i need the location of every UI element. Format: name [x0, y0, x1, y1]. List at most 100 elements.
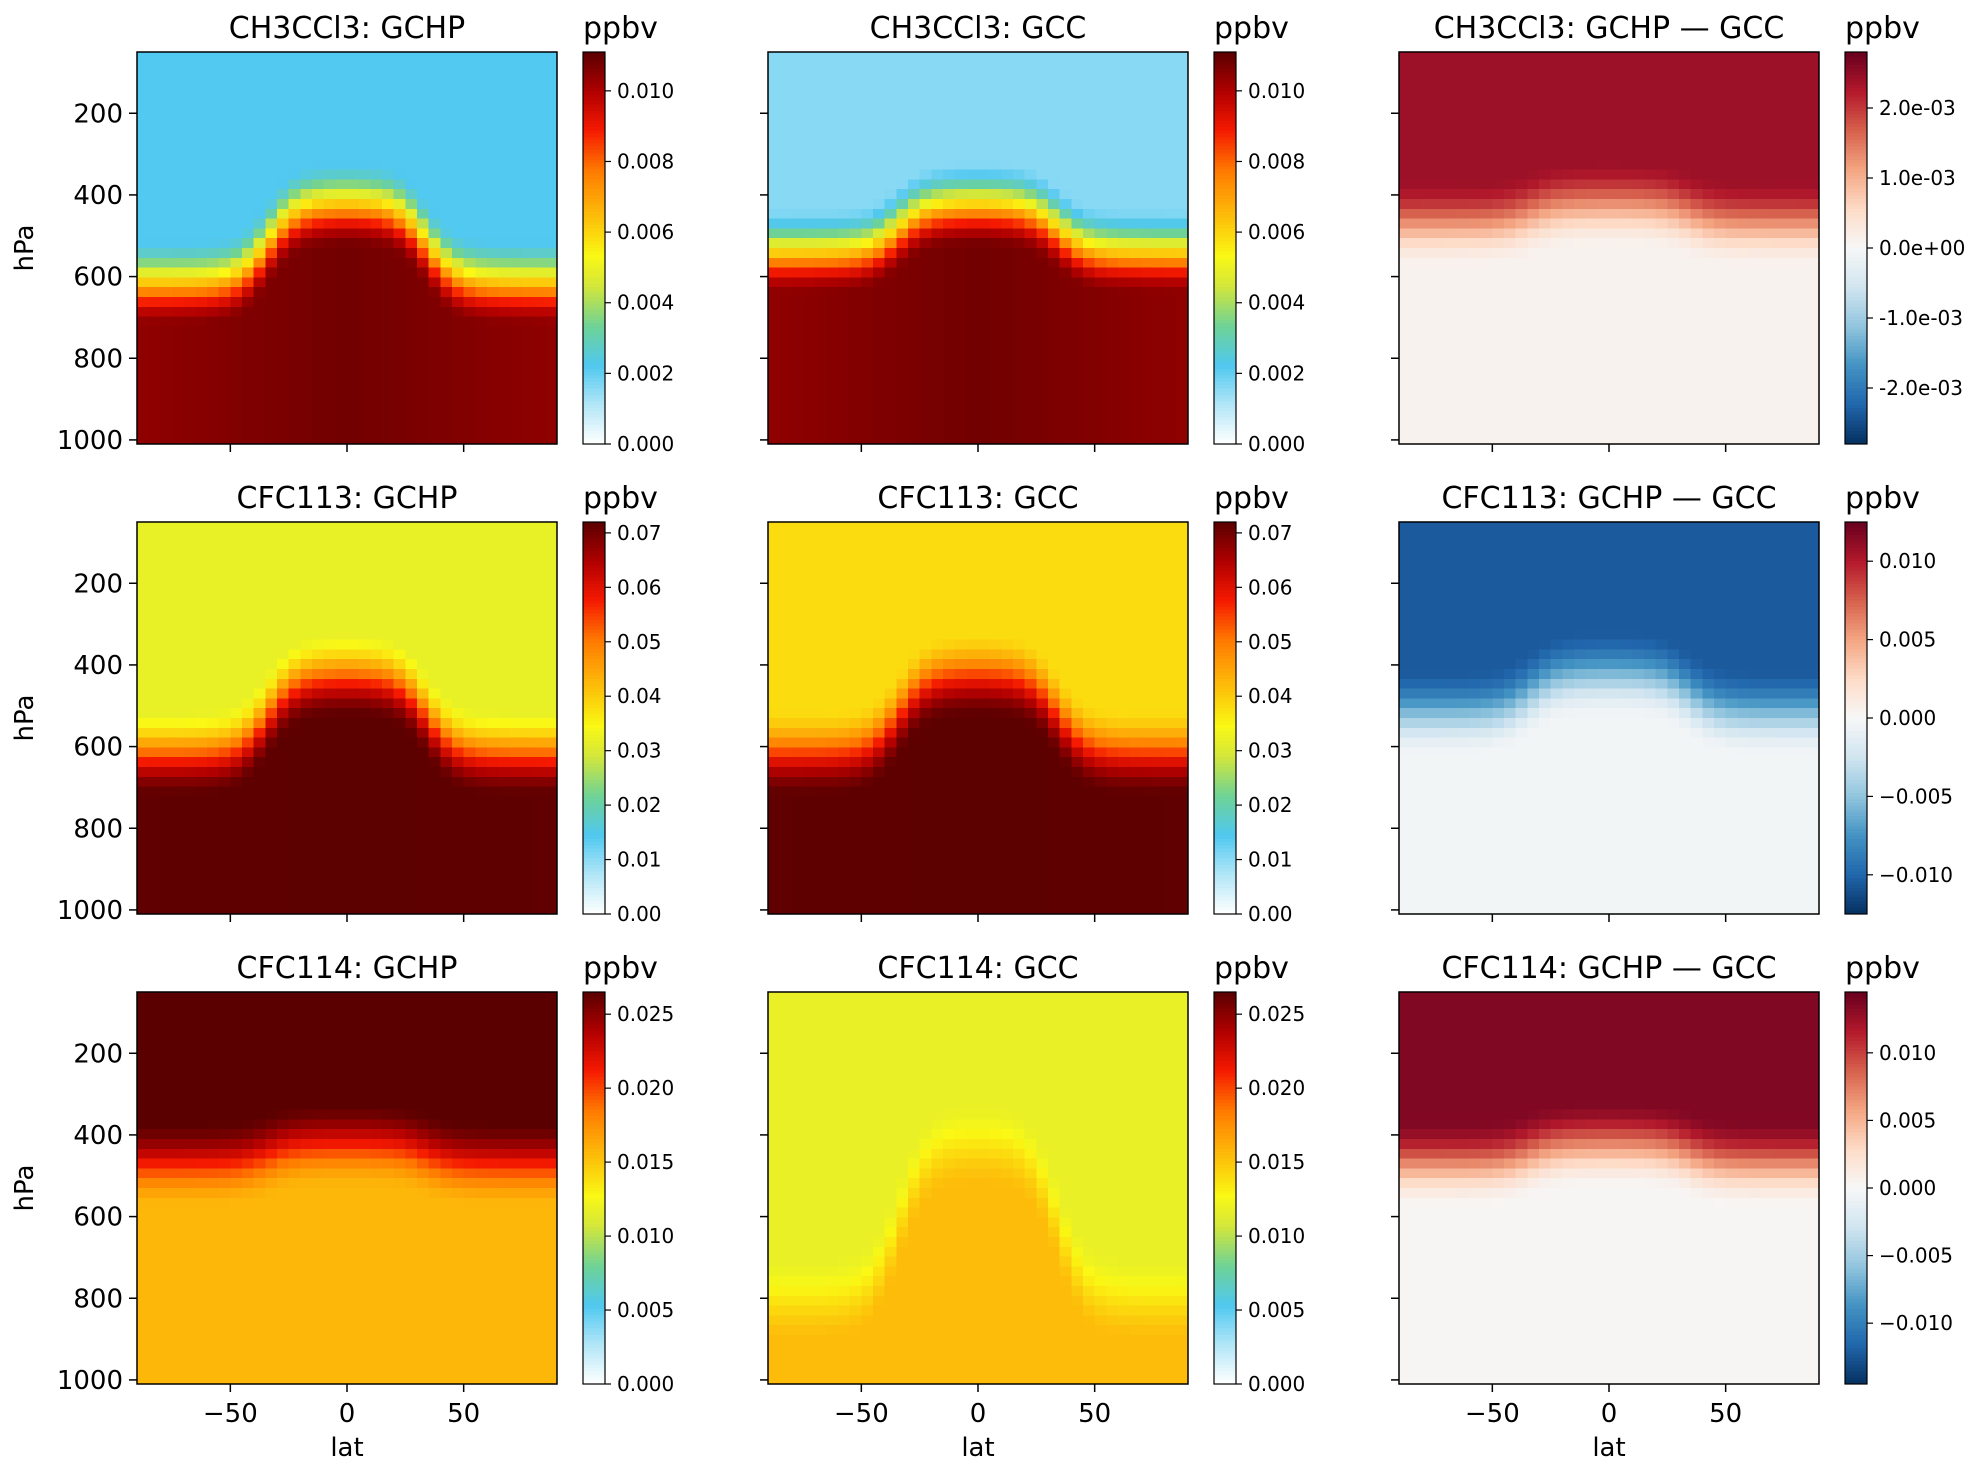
heatmap-cell: [207, 159, 220, 171]
heatmap-cell: [1772, 434, 1785, 445]
heatmap-cell: [1001, 199, 1014, 210]
heatmap-cell: [358, 120, 371, 131]
heatmap-cell: [1749, 346, 1762, 357]
heatmap-cell: [137, 336, 150, 347]
heatmap-cell: [265, 189, 278, 200]
heatmap-cell: [1795, 336, 1808, 347]
heatmap-cell: [207, 120, 220, 131]
heatmap-cell: [1059, 61, 1072, 73]
heatmap-cell: [347, 238, 360, 249]
heatmap-cell: [779, 120, 792, 131]
heatmap-cell: [954, 120, 967, 131]
heatmap-cell: [873, 218, 886, 229]
heatmap-cell: [312, 248, 325, 259]
heatmap-cell: [1807, 375, 1820, 386]
heatmap-cell: [1504, 326, 1517, 337]
heatmap-cell: [218, 326, 231, 337]
colorbar-segment: [583, 228, 605, 233]
heatmap-cell: [1001, 287, 1014, 298]
heatmap-cell: [522, 208, 535, 220]
heatmap-cell: [207, 414, 220, 425]
heatmap-cell: [1001, 140, 1014, 151]
heatmap-cell: [1667, 208, 1680, 220]
heatmap-cell: [1001, 81, 1014, 92]
heatmap-cell: [1784, 238, 1797, 249]
heatmap-cell: [417, 101, 430, 112]
heatmap-cell: [148, 424, 161, 435]
heatmap-cell: [803, 306, 816, 318]
heatmap-cell: [884, 199, 897, 210]
heatmap-cell: [908, 61, 921, 73]
heatmap-cell: [288, 61, 301, 73]
heatmap-cell: [1480, 297, 1493, 308]
heatmap-cell: [463, 336, 476, 347]
heatmap-cell: [1585, 199, 1598, 210]
heatmap-cell: [277, 277, 290, 288]
heatmap-cell: [1585, 130, 1598, 141]
heatmap-cell: [1760, 81, 1773, 92]
heatmap-cell: [1106, 257, 1119, 269]
heatmap-cell: [183, 531, 196, 543]
heatmap-cell: [1714, 365, 1727, 376]
heatmap-cell: [522, 385, 535, 396]
heatmap-cell: [1153, 150, 1166, 161]
heatmap-cell: [510, 287, 523, 298]
heatmap-cell: [1129, 316, 1142, 327]
heatmap-cell: [1445, 110, 1458, 122]
heatmap-cell: [1690, 101, 1703, 112]
heatmap-cell: [417, 150, 430, 161]
heatmap-cell: [849, 169, 862, 180]
heatmap-cell: [195, 806, 208, 817]
colorbar-tick-label: 0.004: [617, 291, 674, 315]
heatmap-cell: [1609, 179, 1622, 190]
heatmap-cell: [814, 218, 827, 229]
heatmap-cell: [137, 541, 150, 552]
heatmap-cell: [323, 395, 336, 406]
heatmap-cell: [452, 189, 465, 200]
heatmap-cell: [195, 708, 208, 719]
heatmap-cell: [1094, 238, 1107, 249]
heatmap-cell: [908, 267, 921, 278]
heatmap-cell: [908, 355, 921, 367]
heatmap-cell: [522, 110, 535, 122]
heatmap-cell: [1749, 218, 1762, 229]
heatmap-cell: [966, 326, 979, 337]
heatmap-cell: [183, 228, 196, 239]
heatmap-cell: [1048, 404, 1061, 416]
heatmap-cell: [253, 414, 266, 425]
heatmap-cell: [452, 91, 465, 102]
heatmap-cell: [1457, 208, 1470, 220]
heatmap-cell: [803, 287, 816, 298]
heatmap-cell: [978, 267, 991, 278]
heatmap-cell: [137, 375, 150, 386]
colorbar-segment: [583, 274, 605, 278]
heatmap-cell: [1164, 267, 1177, 278]
heatmap-cell: [137, 865, 150, 876]
heatmap-cell: [510, 150, 523, 161]
heatmap-cell: [265, 169, 278, 180]
colorbar-segment: [1845, 319, 1867, 324]
heatmap-cell: [230, 267, 243, 278]
heatmap-cell: [1422, 297, 1435, 308]
heatmap-cell: [265, 316, 278, 327]
heatmap-cell: [288, 218, 301, 229]
heatmap-cell: [498, 52, 511, 63]
heatmap-cell: [195, 238, 208, 249]
heatmap-cell: [1527, 91, 1540, 102]
heatmap-cell: [1749, 414, 1762, 425]
heatmap-cell: [160, 698, 173, 709]
heatmap-cell: [440, 297, 453, 308]
heatmap-cell: [312, 169, 325, 180]
heatmap-cell: [1737, 81, 1750, 92]
heatmap-cell: [160, 424, 173, 435]
heatmap-cell: [908, 346, 921, 357]
colorbar-segment: [1214, 293, 1236, 298]
heatmap-cell: [1562, 326, 1575, 337]
heatmap-cell: [137, 855, 150, 866]
heatmap-cell: [358, 61, 371, 73]
heatmap-cell: [1620, 150, 1633, 161]
heatmap-cell: [1118, 287, 1131, 298]
heatmap-cell: [1480, 424, 1493, 435]
heatmap-cell: [440, 150, 453, 161]
heatmap-cell: [943, 101, 956, 112]
